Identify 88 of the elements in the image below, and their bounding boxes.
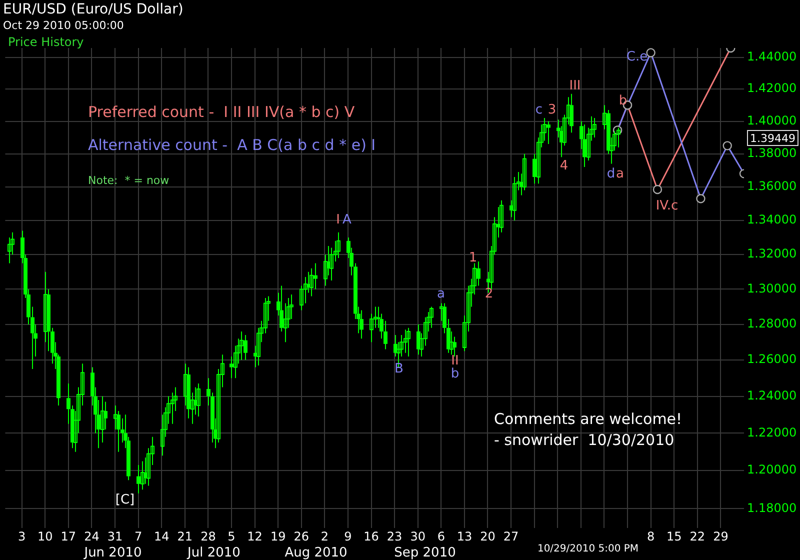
x-tick-label: 15 bbox=[666, 529, 682, 544]
y-tick-label: 1.26000 bbox=[747, 352, 797, 366]
x-tick-label: 13 bbox=[456, 529, 472, 544]
candlestick bbox=[570, 93, 574, 134]
annotation: d bbox=[606, 166, 616, 182]
annotation: B bbox=[394, 361, 404, 376]
annotation: - snowrider 10/30/2010 bbox=[494, 430, 674, 449]
annotation: 1 bbox=[468, 250, 478, 266]
x-tick-label: 7 bbox=[134, 529, 142, 544]
candlestick bbox=[240, 330, 244, 361]
candlestick bbox=[406, 327, 410, 357]
candlestick bbox=[196, 383, 200, 418]
y-tick-label: 1.24000 bbox=[747, 388, 797, 402]
x-tick-label: 14 bbox=[154, 529, 170, 544]
annotation: II bbox=[451, 353, 459, 368]
candlestick bbox=[616, 127, 620, 148]
annotation: Comments are welcome! bbox=[494, 410, 682, 428]
chart-title: EUR/USD (Euro/US Dollar) bbox=[3, 2, 184, 18]
x-tick-label: 6 bbox=[437, 529, 445, 544]
annotation: [C] bbox=[115, 492, 135, 508]
x-tick-label: 28 bbox=[200, 529, 216, 544]
x-tick-label: 22 bbox=[690, 529, 706, 544]
chart-subtitle: Oct 29 2010 05:00:00 bbox=[3, 18, 124, 32]
y-tick-label: 1.28000 bbox=[747, 316, 797, 330]
x-tick-label: 2 bbox=[320, 529, 328, 544]
annotation: Alternative count - A B C(a b c d * e) I bbox=[88, 136, 376, 154]
text: Jul 2010 bbox=[186, 545, 240, 560]
text: Aug 2010 bbox=[284, 545, 348, 560]
x-tick-label: 17 bbox=[60, 529, 76, 544]
candlestick bbox=[244, 334, 248, 361]
y-tick-label: 1.40000 bbox=[747, 113, 797, 128]
x-tick-label: 20 bbox=[480, 529, 496, 544]
candlestick bbox=[360, 310, 364, 340]
x-tick-label: 27 bbox=[503, 529, 519, 544]
x-tick-label: 12 bbox=[247, 529, 262, 544]
annotation: a bbox=[437, 286, 445, 302]
annotation: Price History bbox=[8, 35, 84, 50]
candlestick bbox=[512, 176, 516, 222]
y-tick-label: 1.34000 bbox=[747, 212, 797, 227]
y-tick-label: 1.42000 bbox=[747, 81, 797, 96]
x-tick-label: 29 bbox=[713, 529, 728, 544]
x-tick-label: 3 bbox=[18, 529, 26, 544]
annotation: b bbox=[450, 366, 460, 382]
x-tick-label: 30 bbox=[410, 529, 426, 544]
y-tick-label: 1.30000 bbox=[747, 281, 797, 296]
annotation: a bbox=[616, 166, 624, 182]
annotation: c bbox=[535, 102, 543, 118]
annotation: Note: * = now bbox=[88, 174, 170, 187]
y-tick-label: 1.18000 bbox=[747, 500, 797, 515]
annotation: IV.c bbox=[656, 198, 678, 214]
x-tick-label: 8 bbox=[647, 529, 655, 544]
candlestick bbox=[582, 124, 586, 168]
candlestick bbox=[404, 329, 408, 354]
x-tick-label: 19 bbox=[270, 529, 286, 544]
annotation: 3 bbox=[548, 102, 556, 118]
x-tick-label: 10 bbox=[37, 529, 53, 544]
annotation: 2 bbox=[484, 286, 494, 302]
x-tick-label: 9 bbox=[344, 529, 352, 544]
x-tick-label: 24 bbox=[84, 529, 100, 544]
candlestick bbox=[592, 118, 596, 138]
y-tick-label: 1.44000 bbox=[747, 50, 797, 64]
candlestick bbox=[546, 120, 550, 145]
annotation: Preferred count - I II III IV(a * b c) V bbox=[88, 102, 356, 121]
annotation: b bbox=[618, 93, 628, 108]
y-tick-label: 1.20000 bbox=[747, 462, 797, 477]
annotation: C.e bbox=[626, 49, 648, 64]
candlestick bbox=[136, 464, 140, 494]
candlestick bbox=[140, 460, 144, 490]
candlestick bbox=[336, 232, 340, 259]
annotation: I bbox=[336, 212, 340, 228]
x-tick-label: 16 bbox=[364, 529, 379, 544]
annotation: 4 bbox=[560, 158, 568, 174]
annotation: III bbox=[569, 78, 581, 94]
x-tick-label: 26 bbox=[294, 529, 310, 544]
text: 10/29/2010 5:00 PM bbox=[537, 544, 639, 555]
y-tick-label: 1.38000 bbox=[747, 146, 797, 160]
x-tick-label: 5 bbox=[228, 529, 236, 544]
text: 1.39449 bbox=[750, 132, 796, 145]
annotation: A bbox=[342, 212, 352, 228]
text: Jun 2010 bbox=[83, 545, 142, 560]
x-tick-label: 21 bbox=[177, 529, 193, 544]
candlestick bbox=[430, 306, 434, 328]
x-tick-label: 23 bbox=[386, 529, 402, 544]
text: Sep 2010 bbox=[394, 545, 456, 560]
y-tick-label: 1.36000 bbox=[747, 179, 797, 194]
x-tick-label: 31 bbox=[107, 529, 123, 544]
y-tick-label: 1.22000 bbox=[747, 425, 797, 440]
y-tick-label: 1.32000 bbox=[747, 246, 797, 261]
